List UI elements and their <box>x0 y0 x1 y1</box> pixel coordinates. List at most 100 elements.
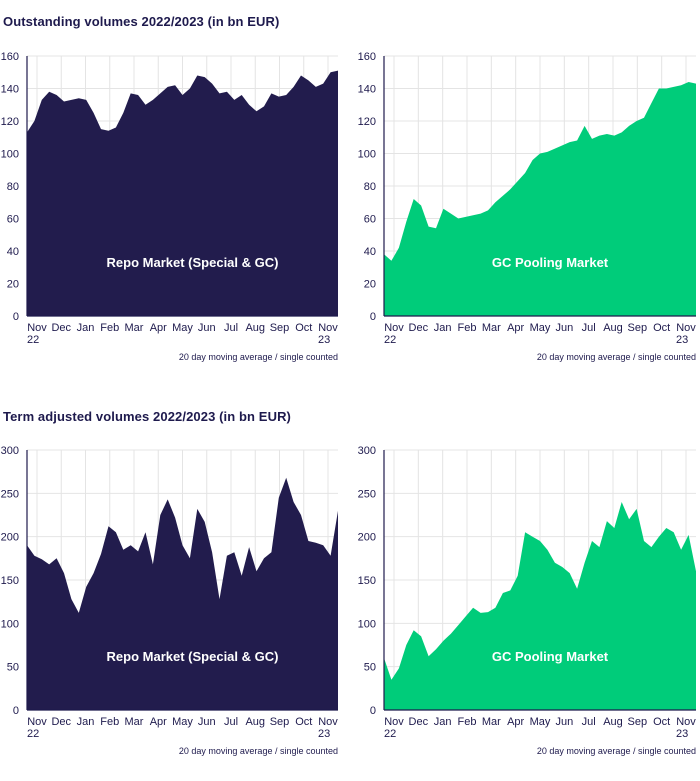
x-tick-label: Jan <box>434 716 452 728</box>
x-tick-year: 22 <box>27 334 39 346</box>
x-tick-year: 23 <box>676 334 688 346</box>
y-tick-label: 20 <box>364 279 376 291</box>
section-title-term-adjusted: Term adjusted volumes 2022/2023 (in bn E… <box>3 409 291 424</box>
y-tick-label: 50 <box>7 662 19 674</box>
y-tick-label: 150 <box>358 575 376 587</box>
x-tick-label: Feb <box>458 716 477 728</box>
y-tick-label: 60 <box>7 214 19 226</box>
x-tick-label: Dec <box>51 322 71 334</box>
x-tick-label: Nov <box>318 322 338 334</box>
x-tick-label: Nov <box>676 322 696 334</box>
x-tick-label: Oct <box>653 716 670 728</box>
x-tick-label: Dec <box>409 322 429 334</box>
x-tick-label: Oct <box>295 322 312 334</box>
x-tick-year: 22 <box>384 334 396 346</box>
y-tick-label: 120 <box>358 116 376 128</box>
x-tick-label: Sep <box>628 322 648 334</box>
x-tick-label: Jan <box>434 322 452 334</box>
x-tick-label: Mar <box>125 716 144 728</box>
section-title-outstanding: Outstanding volumes 2022/2023 (in bn EUR… <box>3 14 280 29</box>
y-tick-label: 0 <box>13 311 19 323</box>
x-tick-year: 23 <box>676 728 688 740</box>
y-tick-label: 120 <box>1 116 19 128</box>
x-tick-label: Oct <box>295 716 312 728</box>
x-tick-label: May <box>172 322 193 334</box>
x-tick-label: Jul <box>224 716 238 728</box>
chart-footnote: 20 day moving average / single counted <box>179 352 338 362</box>
x-tick-label: Sep <box>628 716 648 728</box>
chart-footnote: 20 day moving average / single counted <box>537 352 696 362</box>
y-tick-label: 0 <box>370 311 376 323</box>
y-tick-label: 40 <box>364 246 376 258</box>
y-tick-label: 0 <box>370 705 376 717</box>
x-tick-label: Sep <box>270 322 290 334</box>
x-tick-label: Jul <box>582 322 596 334</box>
y-tick-label: 250 <box>358 488 376 500</box>
area-series <box>27 477 338 710</box>
y-tick-label: 80 <box>364 181 376 193</box>
y-tick-label: 20 <box>7 279 19 291</box>
x-tick-label: Mar <box>125 322 144 334</box>
x-tick-label: Apr <box>507 716 524 728</box>
x-tick-label: Feb <box>458 322 477 334</box>
x-tick-label: Nov <box>27 322 47 334</box>
x-tick-year: 23 <box>318 334 330 346</box>
y-tick-label: 80 <box>7 181 19 193</box>
y-tick-label: 40 <box>7 246 19 258</box>
x-tick-label: Jun <box>555 322 573 334</box>
x-tick-label: Mar <box>482 322 501 334</box>
x-tick-year: 23 <box>318 728 330 740</box>
x-tick-label: May <box>172 716 193 728</box>
x-tick-label: May <box>530 716 551 728</box>
x-tick-label: Jan <box>77 322 95 334</box>
x-tick-label: Nov <box>27 716 47 728</box>
x-tick-label: Jun <box>198 322 216 334</box>
x-tick-label: Apr <box>150 322 167 334</box>
y-tick-label: 60 <box>364 214 376 226</box>
x-tick-label: Sep <box>270 716 290 728</box>
y-tick-label: 250 <box>1 488 19 500</box>
y-tick-label: 200 <box>358 532 376 544</box>
y-tick-label: 160 <box>358 51 376 63</box>
x-tick-label: Jun <box>198 716 216 728</box>
x-tick-label: Aug <box>603 322 623 334</box>
y-tick-label: 100 <box>1 149 19 161</box>
x-tick-label: Jan <box>77 716 95 728</box>
x-tick-label: Jun <box>555 716 573 728</box>
x-tick-label: May <box>530 322 551 334</box>
series-label: GC Pooling Market <box>492 255 609 270</box>
series-label: GC Pooling Market <box>492 649 609 664</box>
chart-footnote: 20 day moving average / single counted <box>537 746 696 756</box>
x-tick-label: Feb <box>100 716 119 728</box>
x-tick-label: Dec <box>51 716 71 728</box>
area-series <box>27 70 338 316</box>
area-series <box>384 502 696 710</box>
x-tick-label: Aug <box>245 322 265 334</box>
y-tick-label: 100 <box>1 618 19 630</box>
x-tick-label: Aug <box>603 716 623 728</box>
chart-footnote: 20 day moving average / single counted <box>179 746 338 756</box>
x-tick-label: Mar <box>482 716 501 728</box>
x-tick-year: 22 <box>27 728 39 740</box>
x-tick-label: Apr <box>507 322 524 334</box>
y-tick-label: 150 <box>1 575 19 587</box>
x-tick-label: Jul <box>582 716 596 728</box>
y-tick-label: 140 <box>358 84 376 96</box>
series-label: Repo Market (Special & GC) <box>107 649 279 664</box>
x-tick-label: Dec <box>409 716 429 728</box>
series-label: Repo Market (Special & GC) <box>107 255 279 270</box>
y-tick-label: 140 <box>1 84 19 96</box>
y-tick-label: 50 <box>364 662 376 674</box>
x-tick-label: Nov <box>384 322 404 334</box>
x-tick-label: Jul <box>224 322 238 334</box>
y-tick-label: 300 <box>358 445 376 457</box>
y-tick-label: 100 <box>358 149 376 161</box>
y-tick-label: 200 <box>1 532 19 544</box>
y-tick-label: 100 <box>358 618 376 630</box>
x-tick-label: Oct <box>653 322 670 334</box>
